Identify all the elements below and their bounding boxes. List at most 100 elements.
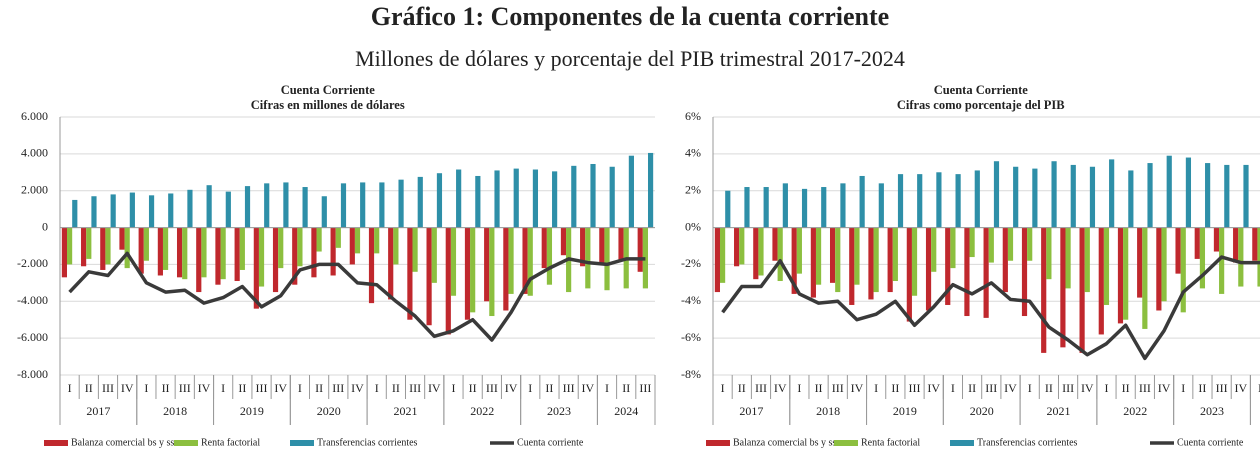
- bar: [906, 227, 912, 322]
- bar: [753, 227, 759, 280]
- x-tick-label: IV: [198, 381, 211, 395]
- x-tick-label: I: [375, 381, 379, 395]
- bar: [628, 155, 634, 228]
- bar: [157, 227, 163, 276]
- year-label: 2020: [970, 404, 994, 418]
- bar: [302, 187, 308, 228]
- bar: [546, 227, 553, 285]
- x-tick-label: III: [409, 381, 421, 395]
- x-tick-label: IV: [428, 381, 441, 395]
- y-tick-label: -4.000: [17, 293, 48, 307]
- year-label: 2024: [614, 404, 638, 418]
- bar: [1123, 227, 1129, 320]
- bar: [1089, 166, 1096, 228]
- line: [68, 251, 646, 342]
- bar: [1161, 227, 1167, 302]
- y-tick-label: 6.000: [21, 109, 48, 123]
- bar: [1199, 227, 1206, 289]
- bar: [456, 169, 462, 228]
- bar: [138, 227, 144, 274]
- bar: [1224, 164, 1230, 228]
- bar: [272, 227, 279, 293]
- bar: [187, 189, 193, 228]
- legend-label: Balanza comercial bs y ss: [71, 437, 174, 448]
- bar: [1194, 227, 1200, 259]
- x-tick-label: II: [622, 381, 630, 395]
- bar: [609, 166, 615, 228]
- bar: [168, 193, 174, 228]
- bar: [931, 227, 937, 272]
- x-tick-label: III: [985, 381, 997, 395]
- bar: [330, 227, 336, 276]
- bar: [1060, 227, 1066, 348]
- legend-label: Transferencias corrientes: [977, 437, 1078, 448]
- bar: [129, 192, 135, 228]
- bar: [283, 182, 289, 228]
- bar: [340, 183, 347, 228]
- bar: [815, 227, 822, 285]
- bar: [887, 227, 893, 293]
- bar: [969, 227, 975, 258]
- bar: [772, 227, 778, 261]
- x-tick-label: II: [545, 381, 553, 395]
- year-label: 2023: [547, 404, 571, 418]
- bar: [311, 227, 317, 278]
- y-tick-label: -6.000: [17, 330, 48, 344]
- bar: [1051, 161, 1057, 228]
- x-tick-label: II: [469, 381, 477, 395]
- x-tick-label: II: [891, 381, 899, 395]
- bar: [854, 227, 860, 285]
- bar: [739, 227, 745, 265]
- bar: [264, 183, 270, 228]
- bar: [840, 183, 846, 228]
- bar: [110, 194, 116, 228]
- bar: [1185, 157, 1192, 228]
- bar: [503, 227, 509, 311]
- bar: [714, 227, 721, 293]
- bar: [484, 227, 490, 302]
- legend-swatch: [834, 440, 858, 446]
- x-tick-label: III: [563, 381, 575, 395]
- bar: [725, 190, 731, 228]
- bar: [360, 182, 366, 228]
- bar: [541, 227, 547, 269]
- bar: [431, 227, 437, 283]
- x-tick-label: IV: [581, 381, 594, 395]
- year-label: 2017: [739, 404, 763, 418]
- year-label: 2022: [1123, 404, 1147, 418]
- bar: [974, 170, 980, 228]
- bar: [1065, 227, 1071, 289]
- x-tick-label: I: [951, 381, 955, 395]
- x-tick-label: I: [451, 381, 455, 395]
- bar: [821, 187, 827, 228]
- bar: [253, 227, 259, 309]
- legend-label: Renta factorial: [861, 437, 920, 448]
- bar: [873, 227, 879, 293]
- bar: [801, 188, 808, 228]
- bar: [67, 227, 73, 265]
- x-tick-label: III: [256, 381, 268, 395]
- x-tick-label: IV: [927, 381, 940, 395]
- x-tick-label: III: [102, 381, 114, 395]
- bar: [1002, 227, 1008, 293]
- bar: [234, 227, 240, 282]
- bar: [1098, 227, 1104, 335]
- x-tick-label: I: [721, 381, 725, 395]
- y-tick-label: 6%: [685, 109, 701, 123]
- bar: [1021, 227, 1028, 317]
- legend-label: Cuenta corriente: [1177, 437, 1244, 448]
- bar: [522, 227, 528, 294]
- x-tick-label: III: [486, 381, 498, 395]
- y-tick-label: -8%: [681, 367, 701, 381]
- bar: [1032, 168, 1038, 228]
- bar: [950, 227, 956, 269]
- bar: [335, 227, 341, 248]
- bar: [734, 227, 740, 267]
- bar: [1252, 227, 1258, 261]
- bar: [758, 227, 764, 276]
- bar: [426, 227, 432, 326]
- bar: [407, 227, 413, 320]
- legend-swatch: [950, 440, 974, 446]
- bar: [580, 227, 586, 267]
- x-tick-label: II: [1045, 381, 1053, 395]
